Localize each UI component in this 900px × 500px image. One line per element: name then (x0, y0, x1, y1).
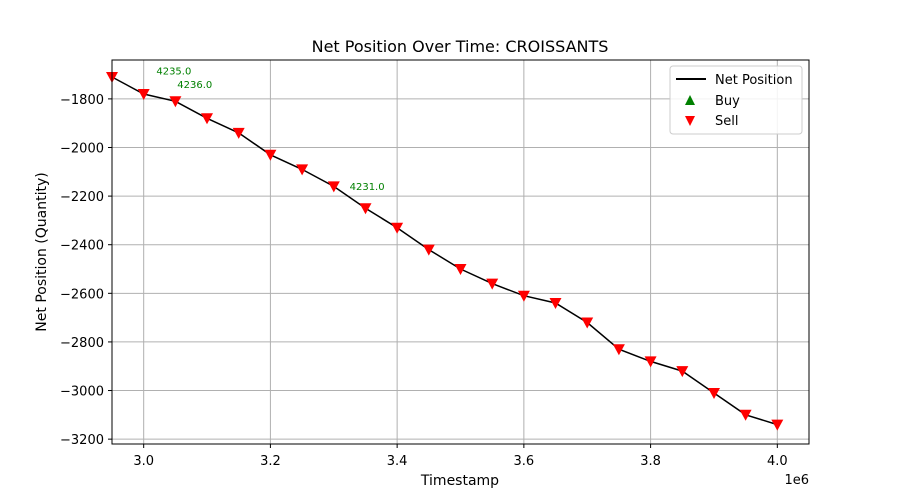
y-tick-label: −3200 (60, 433, 104, 448)
sell-marker (169, 96, 182, 108)
sell-marker (327, 181, 340, 193)
sell-marker (549, 298, 562, 309)
price-annotation: 4236.0 (177, 80, 212, 91)
legend-buy-swatch (685, 95, 695, 105)
sell-marker (454, 264, 467, 275)
sell-marker (391, 222, 404, 234)
y-tick-label: −2600 (60, 287, 104, 302)
sell-marker (612, 344, 625, 356)
x-axis-label: Timestamp (420, 473, 499, 489)
legend-sell-swatch (685, 116, 695, 126)
sell-marker (264, 149, 277, 161)
y-tick-label: −2000 (60, 141, 104, 156)
x-tick-label: 3.8 (640, 454, 661, 469)
legend-frame (669, 65, 803, 135)
legend-sell-label: Sell (715, 114, 738, 129)
price-annotation: 4231.0 (350, 182, 385, 193)
net-position-line (111, 76, 778, 426)
sell-marker (486, 278, 499, 290)
sell-marker (296, 164, 309, 176)
plot-frame (111, 59, 810, 445)
annotation-layer: 4235.0 4236.0 4231.0 (156, 67, 384, 193)
sell-marker (708, 388, 720, 399)
sell-marker (739, 409, 752, 421)
y-tick-label: −2200 (60, 190, 104, 205)
sell-marker (676, 366, 689, 378)
y-axis-label: Net Position (Quantity) (34, 172, 50, 331)
sell-marker (517, 290, 530, 302)
legend-buy-label: Buy (715, 94, 740, 109)
net-position-line-layer (111, 76, 778, 426)
sell-marker (581, 317, 594, 329)
x-axis-offset: 1e6 (784, 473, 809, 488)
x-tick-label: 4.0 (767, 454, 788, 469)
y-tick-label: −2400 (60, 239, 104, 254)
sell-marker (137, 89, 150, 100)
sell-marker (359, 203, 372, 215)
sell-marker (422, 244, 435, 256)
y-tick-label: −1800 (60, 93, 104, 108)
y-tick-label: −3000 (60, 385, 104, 400)
chart-title: Net Position Over Time: CROISSANTS (312, 37, 609, 56)
x-tick-label: 3.6 (514, 454, 535, 469)
sell-marker (232, 127, 245, 139)
x-tick-label: 3.0 (133, 454, 154, 469)
sell-marker-layer (106, 72, 784, 431)
x-ticks: 3.0 3.2 3.4 3.6 3.8 4.0 (133, 444, 788, 469)
sell-marker (201, 113, 213, 125)
legend: Net Position Buy Sell (669, 65, 803, 135)
y-ticks: −1800 −2000 −2200 −2400 −2600 −2800 −3000 −3200 (60, 93, 112, 448)
x-tick-label: 3.4 (387, 454, 408, 469)
y-tick-label: −2800 (60, 336, 104, 351)
sell-marker (771, 419, 784, 431)
price-annotation: 4235.0 (156, 67, 191, 78)
legend-net-position-label: Net Position (715, 73, 793, 88)
sell-marker (644, 356, 657, 368)
x-tick-label: 3.2 (260, 454, 281, 469)
